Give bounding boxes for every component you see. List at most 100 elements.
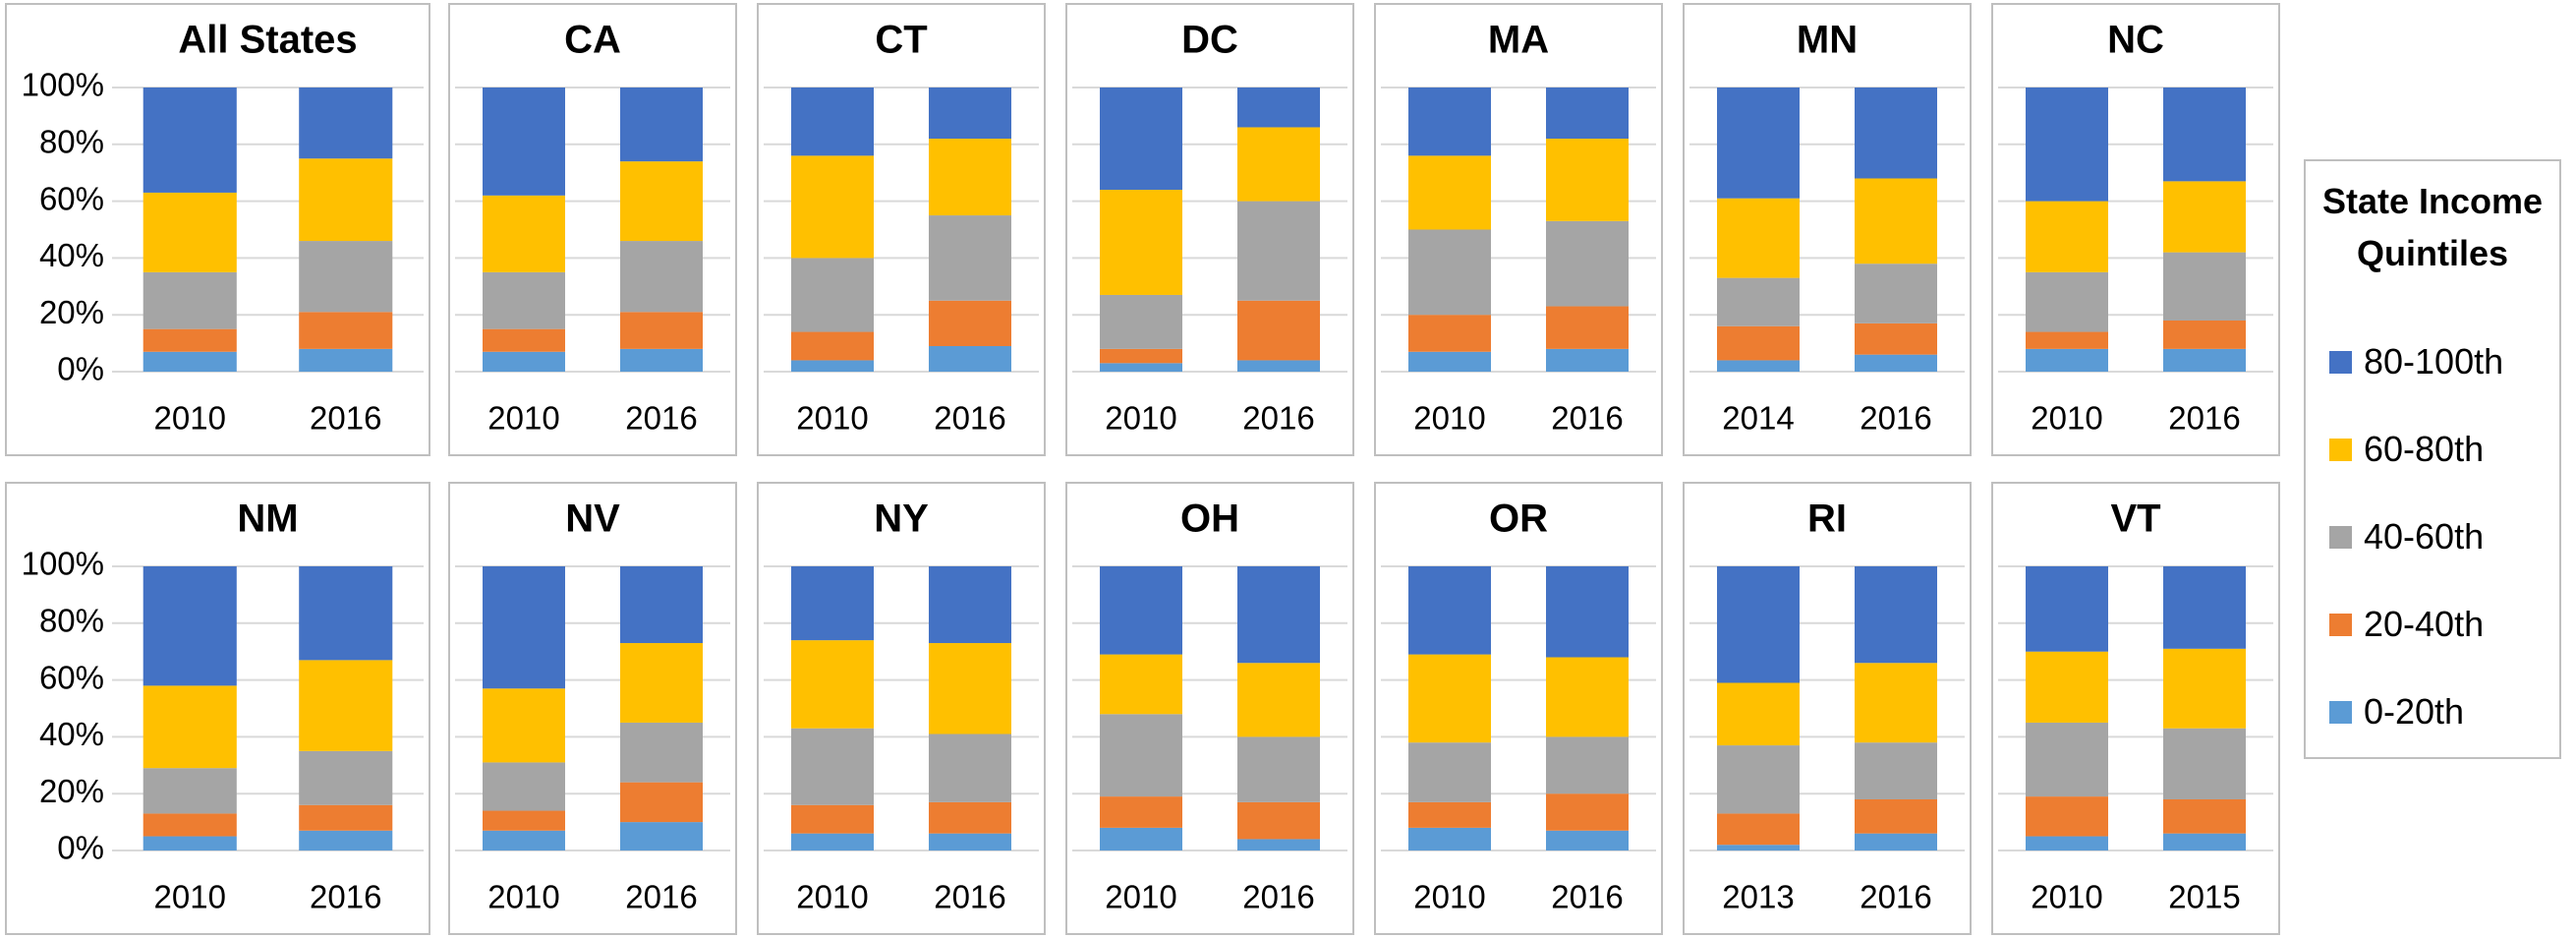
bar-segment — [483, 810, 565, 831]
bar-segment — [929, 801, 1011, 834]
panel: OR 2010 2016 — [1374, 482, 1663, 935]
bar-segment — [1855, 663, 1937, 743]
bar-segment — [143, 88, 237, 193]
y-tick-label: 20% — [39, 294, 104, 330]
bar-segment — [791, 833, 874, 850]
legend-label: 20-40th — [2364, 604, 2485, 644]
panel: DC 2010 2016 — [1065, 3, 1354, 456]
bar-segment — [1717, 277, 1800, 326]
x-tick-label: 2016 — [1551, 400, 1623, 437]
chart-title: NY — [874, 498, 929, 541]
chart-title: OR — [1489, 498, 1548, 541]
bar-segment — [299, 830, 393, 850]
bar-segment — [1100, 796, 1182, 828]
x-tick-label: 2016 — [2168, 400, 2240, 437]
y-tick-label: 40% — [39, 237, 104, 273]
bar-segment — [1717, 88, 1800, 199]
bar-segment — [1100, 714, 1182, 797]
panel: MA 2010 2016 — [1374, 3, 1663, 456]
bar-segment — [791, 331, 874, 361]
bar-segment — [791, 88, 874, 156]
chart-title: NV — [565, 498, 620, 541]
bar-segment — [483, 566, 565, 689]
bar-segment — [1237, 736, 1320, 802]
bar-segment — [299, 660, 393, 751]
bar-segment — [2026, 566, 2108, 652]
y-tick-label: 60% — [39, 659, 104, 695]
bar-segment — [1100, 190, 1182, 295]
bar-segment — [2026, 331, 2108, 349]
bar-segment — [620, 822, 703, 850]
chart-title: MA — [1488, 19, 1549, 62]
bar-segment — [1546, 139, 1629, 221]
bar-segment — [1546, 657, 1629, 737]
y-tick-label: 20% — [39, 773, 104, 809]
bar-segment — [299, 750, 393, 805]
bar-segment — [791, 640, 874, 729]
bar-segment — [483, 271, 565, 329]
legend-swatch — [2329, 438, 2352, 461]
bar-segment — [1237, 127, 1320, 202]
bar-segment — [2163, 320, 2246, 349]
bar-segment — [1100, 566, 1182, 655]
bar-segment — [299, 88, 393, 159]
bar-segment — [620, 312, 703, 349]
x-tick-label: 2015 — [2168, 879, 2240, 915]
bar-segment — [1408, 155, 1491, 230]
bar-segment — [1408, 801, 1491, 828]
bar-segment — [1546, 88, 1629, 140]
bar-segment — [1717, 566, 1800, 683]
bar-segment — [1855, 178, 1937, 264]
bar-segment — [483, 762, 565, 811]
bar-segment — [143, 768, 237, 814]
bar-segment — [2163, 181, 2246, 253]
panel: RI 2013 2016 — [1683, 482, 1972, 935]
x-tick-label: 2010 — [1105, 400, 1176, 437]
bar-segment — [1717, 360, 1800, 372]
bar-segment — [1717, 682, 1800, 746]
bar-segment — [620, 722, 703, 783]
bar-segment — [299, 348, 393, 372]
bar-segment — [1546, 348, 1629, 372]
panel: NV 2010 2016 — [448, 482, 737, 935]
x-tick-label: 2016 — [625, 879, 697, 915]
chart-title: VT — [2110, 498, 2160, 541]
bar-segment — [299, 566, 393, 661]
x-tick-label: 2016 — [310, 400, 381, 437]
bar-segment — [929, 139, 1011, 216]
bar-segment — [143, 836, 237, 850]
bar-segment — [2026, 836, 2108, 850]
bar-segment — [2163, 798, 2246, 834]
bar-segment — [620, 643, 703, 723]
bar-segment — [1717, 745, 1800, 814]
y-tick-label: 40% — [39, 716, 104, 752]
panel: NY 2010 2016 — [757, 482, 1046, 935]
bar-segment — [1855, 566, 1937, 664]
bar-segment — [929, 215, 1011, 301]
bar-segment — [1408, 654, 1491, 743]
legend: State Income Quintiles 80-100th 60-80th 40… — [2304, 159, 2561, 759]
bar-segment — [1408, 351, 1491, 372]
x-tick-label: 2010 — [1413, 400, 1485, 437]
legend-item: 60-80th — [2329, 429, 2484, 469]
bar-segment — [1237, 88, 1320, 128]
bar-segment — [929, 88, 1011, 140]
bar-segment — [2026, 651, 2108, 723]
chart-title: CT — [875, 19, 927, 62]
bar-segment — [1855, 798, 1937, 834]
y-tick-label: 100% — [22, 67, 104, 103]
panel: All States 0% 20% 40% 60% 80% 100% 2010 2016 — [5, 3, 430, 456]
y-tick-label: 60% — [39, 180, 104, 216]
x-tick-label: 2010 — [2031, 879, 2102, 915]
bar-segment — [1855, 88, 1937, 179]
bar-segment — [1546, 736, 1629, 794]
x-tick-label: 2016 — [934, 400, 1005, 437]
bar-segment — [483, 688, 565, 763]
x-tick-label: 2016 — [1551, 879, 1623, 915]
legend-item: 80-100th — [2329, 341, 2503, 381]
bar-segment — [620, 161, 703, 242]
bar-segment — [1100, 294, 1182, 349]
legend-item: 20-40th — [2329, 604, 2485, 644]
bar-segment — [483, 88, 565, 196]
bar-segment — [1100, 654, 1182, 715]
